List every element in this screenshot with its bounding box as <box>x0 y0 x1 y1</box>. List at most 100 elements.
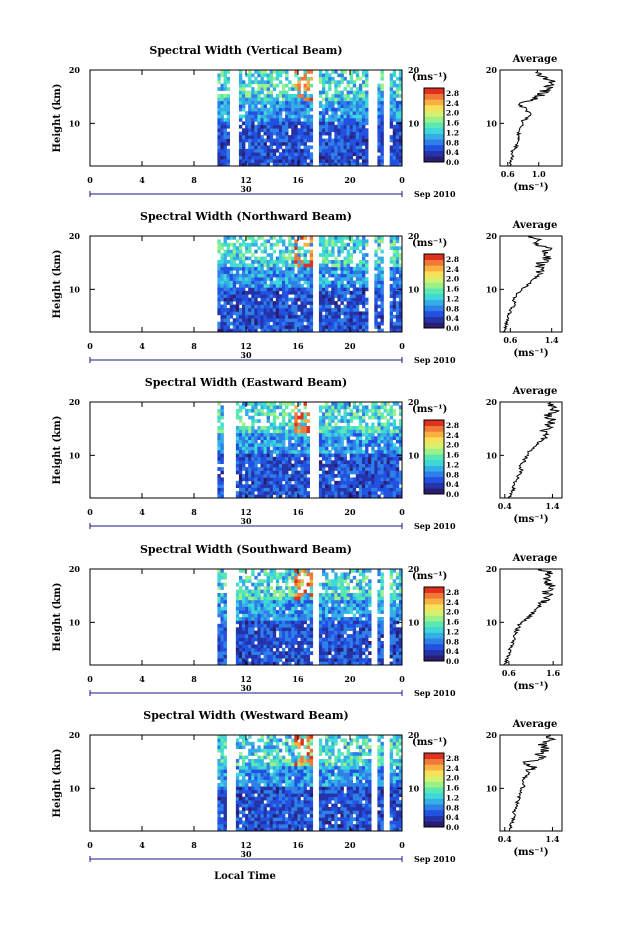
heatmap-cell <box>340 280 344 285</box>
heatmap-cell <box>257 637 261 642</box>
heatmap-cell <box>285 586 289 590</box>
heatmap-cell <box>266 637 271 642</box>
heatmap-cell <box>297 599 301 604</box>
colorbar-swatch <box>424 293 444 300</box>
heatmap-cell <box>220 596 224 601</box>
heatmap-cell <box>223 284 227 288</box>
heatmap-cell <box>254 463 258 468</box>
heatmap-cell <box>398 284 403 288</box>
heatmap-cell <box>238 284 243 288</box>
heatmap-cell <box>398 131 403 136</box>
heatmap-cell <box>392 301 397 305</box>
heatmap-cell <box>358 266 363 271</box>
heatmap-cell <box>392 308 397 312</box>
heatmap-cell <box>269 273 274 278</box>
heatmap-cell <box>325 412 329 417</box>
heatmap-cell <box>288 402 292 406</box>
heatmap-cell <box>362 290 366 295</box>
heatmap-cell <box>328 450 332 454</box>
heatmap-cell <box>331 111 335 115</box>
heatmap-cell <box>300 270 304 275</box>
heatmap-cell <box>257 641 261 645</box>
heatmap-cell <box>306 152 310 157</box>
heatmap-cell <box>374 304 378 309</box>
colorbar-label: 2.4 <box>446 99 459 108</box>
heatmap-cell <box>245 623 249 628</box>
heatmap-cell <box>238 408 243 413</box>
heatmap-cell <box>229 308 234 312</box>
colorbar-swatch <box>424 127 444 134</box>
heatmap-cell <box>266 277 271 281</box>
heatmap-cell <box>260 641 264 645</box>
heatmap-cell <box>318 436 323 441</box>
heatmap-cell <box>251 131 255 136</box>
heatmap-cell <box>275 135 280 139</box>
heatmap-cell <box>278 453 283 458</box>
heatmap-cell <box>318 284 323 288</box>
heatmap-cell <box>291 152 295 157</box>
heatmap-cell <box>334 328 338 333</box>
heatmap-cell <box>278 277 283 281</box>
heatmap-cell <box>328 432 332 437</box>
heatmap-cell <box>318 637 323 642</box>
heatmap-cell <box>371 484 375 489</box>
heatmap-cell <box>325 80 329 85</box>
heatmap-cell <box>362 266 366 271</box>
heatmap-cell <box>331 155 335 160</box>
heatmap-cell <box>226 308 231 312</box>
heatmap-cell <box>285 321 289 326</box>
heatmap-cell <box>217 593 221 597</box>
heatmap-cell <box>334 596 338 601</box>
heatmap-cell <box>303 647 307 652</box>
heatmap-cell <box>343 658 347 662</box>
heatmap-cell <box>358 239 363 244</box>
heatmap-cell <box>269 467 274 471</box>
heatmap-cell <box>217 606 221 611</box>
heatmap-cell <box>226 152 231 157</box>
heatmap-cell <box>266 152 271 157</box>
heatmap-cell <box>392 443 397 447</box>
heatmap-cell <box>220 412 224 417</box>
heatmap-cell <box>245 617 249 621</box>
heatmap-cell <box>309 596 314 601</box>
heatmap-cell <box>272 491 277 495</box>
heatmap-cell <box>322 603 326 608</box>
heatmap-cell <box>272 429 277 434</box>
heatmap-cell <box>272 419 277 423</box>
heatmap-cell <box>358 487 363 492</box>
heatmap-cell <box>352 412 357 417</box>
heatmap-cell <box>251 308 255 312</box>
heatmap-cell <box>235 249 240 254</box>
heatmap-cell <box>306 111 310 115</box>
heatmap-cell <box>355 661 360 666</box>
heatmap-cell <box>291 145 295 150</box>
heatmap-cell <box>269 627 274 632</box>
heatmap-cell <box>245 266 249 271</box>
heatmap-cell <box>226 80 231 85</box>
heatmap-cell <box>217 297 221 302</box>
heatmap-cell <box>349 463 354 468</box>
heatmap-cell <box>275 641 280 645</box>
heatmap-cell <box>328 477 332 482</box>
heatmap-cell <box>294 641 298 645</box>
heatmap-cell <box>242 239 246 244</box>
heatmap-cell <box>395 83 400 88</box>
heatmap-cell <box>300 266 304 271</box>
heatmap-cell <box>365 159 369 163</box>
heatmap-cell <box>322 107 326 112</box>
heatmap-cell <box>352 107 357 112</box>
heatmap-cell <box>371 470 375 475</box>
heatmap-cell <box>285 644 289 649</box>
heatmap-cell <box>346 603 350 608</box>
heatmap-cell <box>386 456 390 461</box>
heatmap-cell <box>223 651 227 656</box>
heatmap-cell <box>352 301 357 305</box>
x-tick-label: 0 <box>87 507 93 517</box>
heatmap-cell <box>352 304 357 309</box>
heatmap-cell <box>294 429 298 434</box>
heatmap-cell <box>352 456 357 461</box>
heatmap-cell <box>235 311 240 316</box>
heatmap-cell <box>325 623 329 628</box>
heatmap-cell <box>278 480 283 485</box>
heatmap-cell <box>355 73 360 78</box>
